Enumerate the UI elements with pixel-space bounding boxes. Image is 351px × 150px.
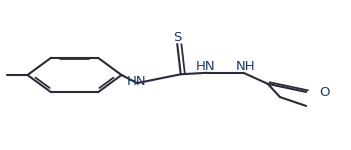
Text: NH: NH	[235, 60, 255, 73]
Text: HN: HN	[195, 60, 215, 73]
Text: O: O	[319, 86, 330, 99]
Text: S: S	[173, 31, 181, 44]
Text: HN: HN	[126, 75, 146, 88]
